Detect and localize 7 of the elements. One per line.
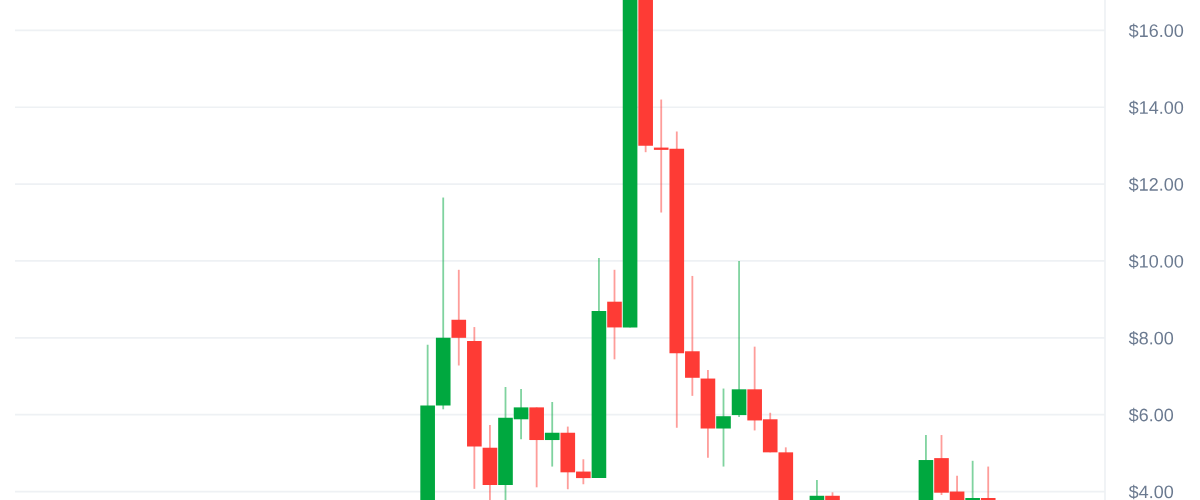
y-tick-label: $8.00 [1128,330,1174,346]
y-tick-label: $10.00 [1128,254,1184,269]
y-tick-label: $12.00 [1128,177,1184,192]
y-tick-label: $6.00 [1128,407,1174,423]
y-tick-label: $14.00 [1128,100,1184,116]
y-tick-label: $16.00 [1128,23,1184,39]
y-tick-label: $4.00 [1128,484,1174,500]
